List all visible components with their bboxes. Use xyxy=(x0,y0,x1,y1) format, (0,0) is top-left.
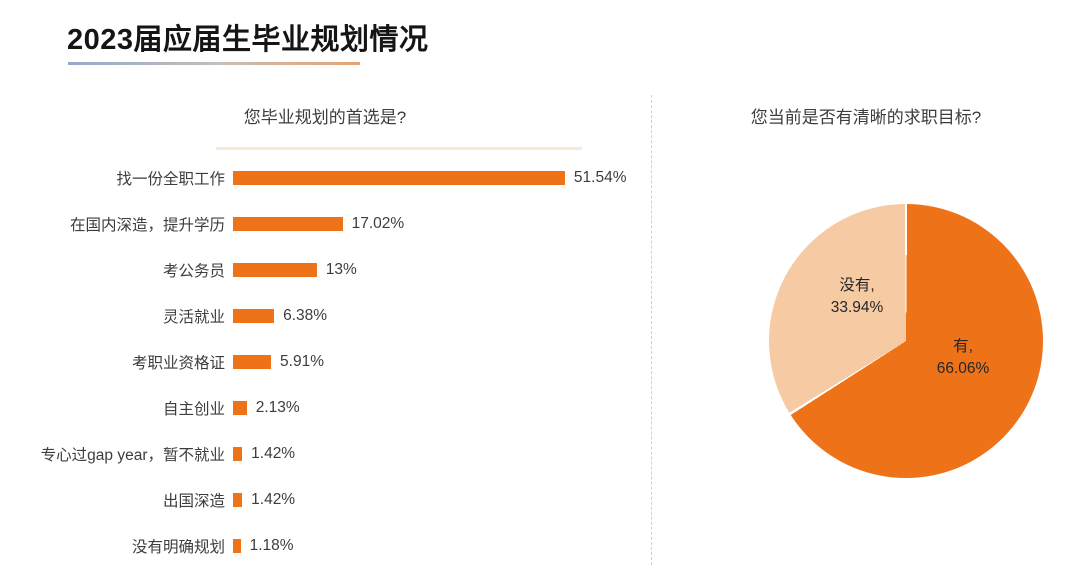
bar-row: 出国深造 1.42% xyxy=(0,477,650,523)
bar xyxy=(233,539,241,553)
bar xyxy=(233,447,243,461)
bar-row: 灵活就业 6.38% xyxy=(0,293,650,339)
bar-row: 自主创业 2.13% xyxy=(0,385,650,431)
bar-category-label: 自主创业 xyxy=(162,401,225,418)
bar-value-label: 51.54% xyxy=(573,169,627,186)
bar-category-label: 出国深造 xyxy=(162,493,225,510)
bar-rows: 找一份全职工作 51.54% 在国内深造，提升学历 17.02% 考公务员 13% 灵活就业… xyxy=(0,155,650,569)
bar xyxy=(233,493,243,507)
bar xyxy=(233,401,247,415)
bar-row: 找一份全职工作 51.54% xyxy=(0,155,650,201)
bar-row: 考职业资格证 5.91% xyxy=(0,339,650,385)
pie-slice-label-yes: 有, 66.06% xyxy=(937,336,990,380)
bar-value-label: 6.38% xyxy=(283,307,328,324)
pie-slice-label-yes-pct: 66.06% xyxy=(936,360,990,377)
bar-value-label: 5.91% xyxy=(280,353,324,370)
bar-category-label: 灵活就业 xyxy=(162,309,225,326)
bar-row: 在国内深造，提升学历 17.02% xyxy=(0,201,650,247)
pie-slice-label-yes-name: 有, xyxy=(953,338,973,355)
bar-chart-title: 您毕业规划的首选是? xyxy=(243,108,407,127)
pie-chart xyxy=(769,204,1043,478)
bar-chart-panel: 您毕业规划的首选是? 找一份全职工作 51.54% 在国内深造，提升学历 17.02%… xyxy=(0,95,650,581)
bar xyxy=(233,171,565,185)
bar-row: 没有明确规划 1.18% xyxy=(0,523,650,569)
bar-row: 考公务员 13% xyxy=(0,247,650,293)
bar-row: 专心过gap year，暂不就业 1.42% xyxy=(0,431,650,477)
bar-value-label: 1.42% xyxy=(251,445,296,462)
page-title: 2023届应届生毕业规划情况 xyxy=(67,24,429,56)
bar xyxy=(233,263,317,277)
bar xyxy=(233,217,343,231)
bar-value-label: 1.18% xyxy=(249,537,294,554)
pie-slice-label-no-pct: 33.94% xyxy=(830,299,884,316)
pie-slice-label-no-name: 没有, xyxy=(839,277,875,294)
bar-category-label: 在国内深造，提升学历 xyxy=(69,217,225,234)
title-underline xyxy=(68,62,360,65)
bar xyxy=(233,355,272,369)
bar-category-label: 考公务员 xyxy=(162,263,225,280)
bar xyxy=(233,309,275,323)
bar-value-label: 1.42% xyxy=(251,491,296,508)
pie-slice-label-no: 没有, 33.94% xyxy=(831,275,884,319)
faint-accent-line xyxy=(216,147,582,150)
bar-category-label: 没有明确规划 xyxy=(131,539,225,556)
pie-chart-panel: 您当前是否有清晰的求职目标? 没有, 33.94% 有, 66.06% xyxy=(652,95,1080,581)
pie-chart-title: 您当前是否有清晰的求职目标? xyxy=(750,108,982,127)
panel-divider xyxy=(651,95,652,565)
bar-category-label: 考职业资格证 xyxy=(131,355,225,372)
bar-category-label: 专心过gap year，暂不就业 xyxy=(40,447,225,464)
bar-value-label: 17.02% xyxy=(351,215,405,232)
bar-category-label: 找一份全职工作 xyxy=(116,171,225,188)
bar-value-label: 13% xyxy=(325,261,357,278)
bar-value-label: 2.13% xyxy=(255,399,300,416)
